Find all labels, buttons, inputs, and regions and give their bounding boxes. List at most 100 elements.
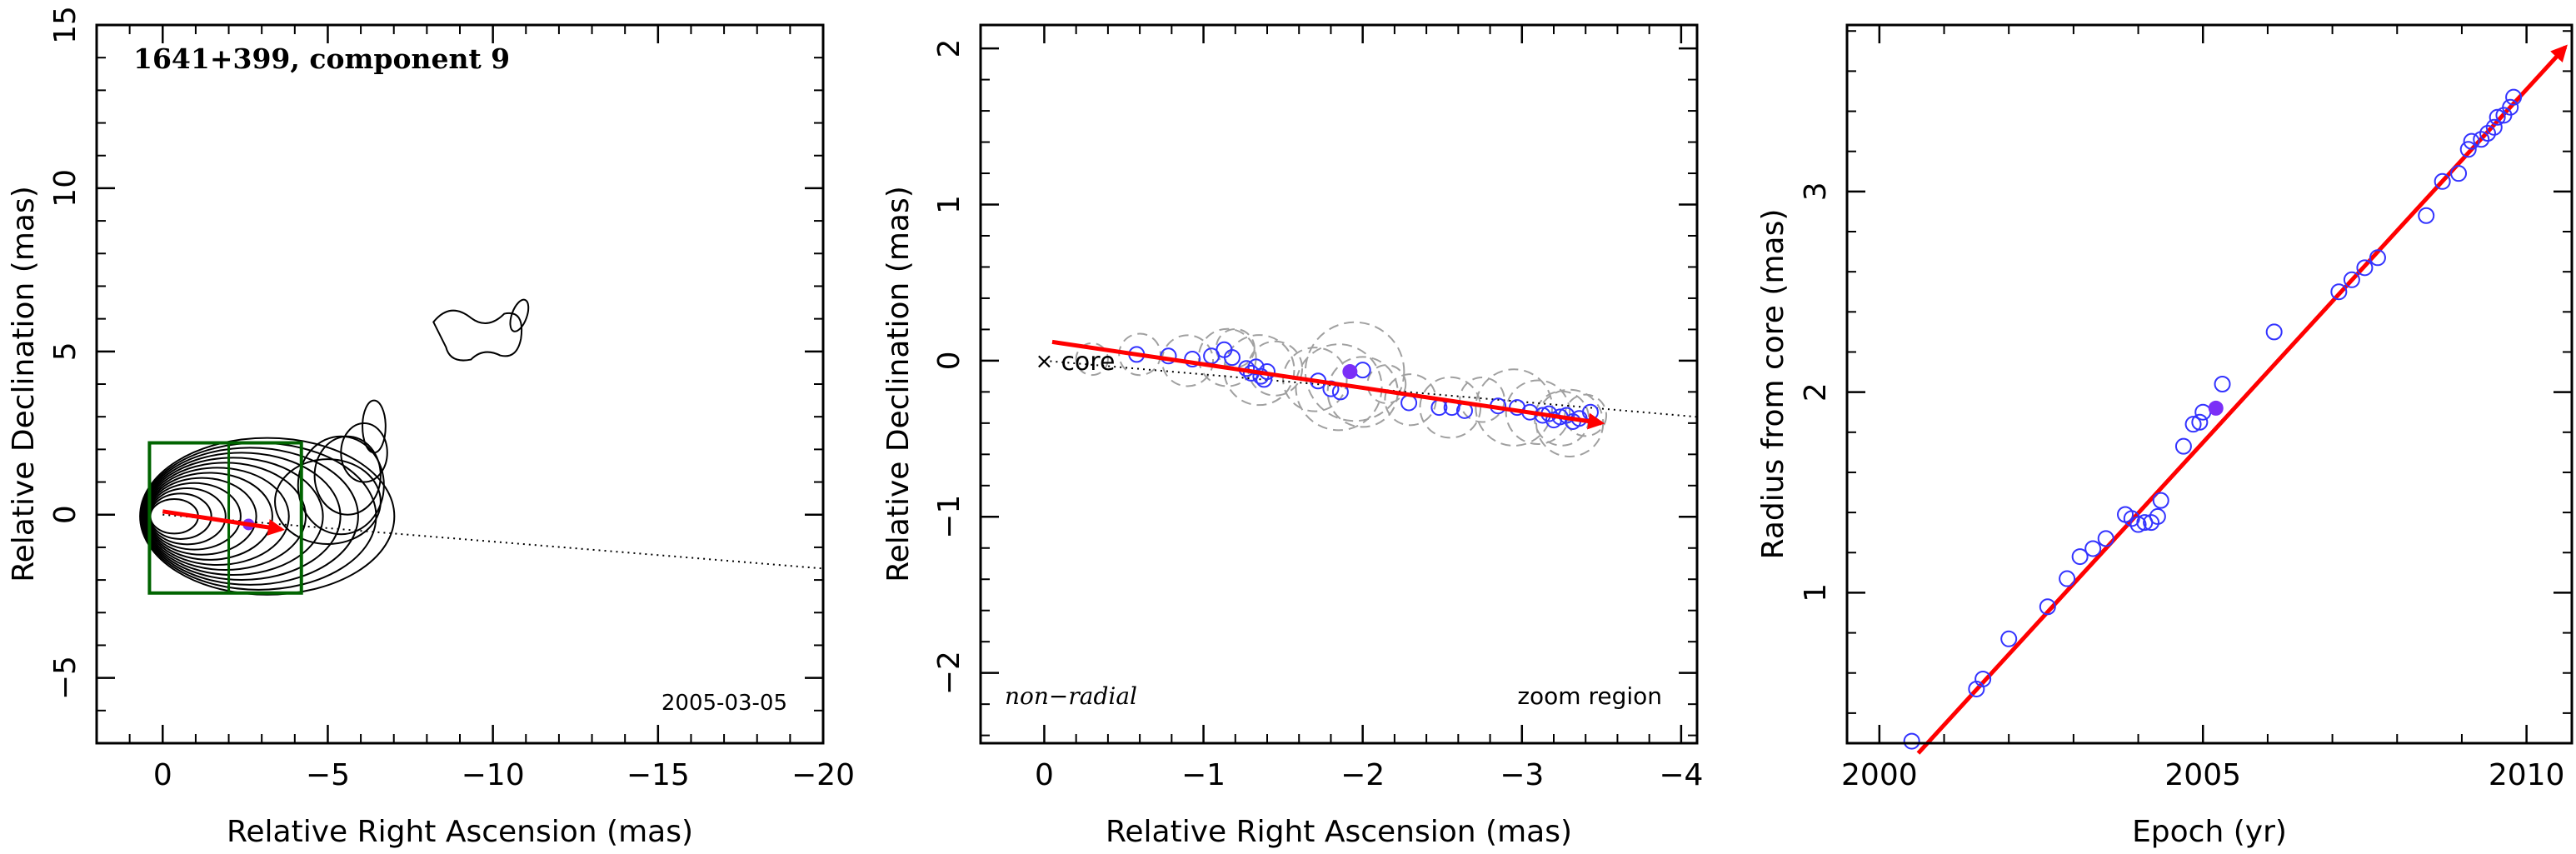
zoom-box [147, 441, 303, 595]
contour-level [274, 458, 382, 545]
data-point [1247, 358, 1265, 376]
data-point [2459, 141, 2477, 158]
data-point [2174, 437, 2192, 455]
label-zoom-region: zoom region [1517, 682, 1662, 710]
data-point [2097, 530, 2114, 547]
contour-level [141, 447, 359, 586]
y-tick-label: 5 [48, 342, 82, 361]
y-tick-label: 1 [1799, 583, 1833, 602]
y-tick-label: −5 [48, 656, 82, 700]
size-circle [1215, 327, 1256, 368]
y-tick-label: 15 [48, 6, 82, 44]
overlay-layer [147, 441, 824, 595]
x-axis-label: Relative Right Ascension (mas) [1106, 815, 1572, 849]
data-point [2194, 403, 2212, 421]
data-point [2505, 88, 2523, 106]
x-axis-label: Relative Right Ascension (mas) [227, 815, 693, 849]
data-point [2356, 259, 2374, 277]
x-tick-label: −10 [462, 758, 525, 792]
y-tick-label: 2 [932, 39, 966, 58]
data-point [2059, 570, 2076, 587]
panel-contour-map: 0 −5 −10 −15 −20 −5 0 5 10 15 1641+399, component… [7, 6, 855, 849]
highlight-point [1342, 364, 1358, 380]
x-tick-label: −2 [1340, 758, 1385, 792]
data-point [2191, 413, 2209, 431]
motion-arrow [1051, 339, 1605, 430]
x-axis-label: Epoch (yr) [2132, 815, 2287, 849]
x-tick-label: −5 [306, 758, 350, 792]
data-point [2450, 165, 2468, 182]
y-tick-label: 0 [48, 505, 82, 524]
x-tick-label: −1 [1181, 758, 1226, 792]
plot-frame [979, 23, 1699, 745]
size-circle [1282, 347, 1348, 412]
y-tick-label: 10 [48, 169, 82, 207]
data-point [2343, 271, 2360, 288]
data-point [2143, 514, 2160, 532]
contour-level [142, 452, 342, 582]
size-circle [1505, 379, 1571, 445]
panel-radius-vs-epoch: 2000 2005 2010 1 2 3 Epoch (yr) Radius from c… [1756, 23, 2574, 849]
contour-level [145, 472, 273, 561]
contour-level [509, 298, 530, 332]
x-tick-label: −20 [791, 758, 855, 792]
overlay-layer: × core [1036, 339, 1698, 430]
data-point [2502, 98, 2519, 116]
size-circle [1075, 342, 1109, 377]
plot-frame [95, 23, 825, 745]
contour-level [340, 422, 388, 483]
data-point [2184, 416, 2202, 433]
size-circle [1366, 364, 1407, 404]
size-circle [1197, 327, 1257, 387]
data-point [2000, 630, 2018, 647]
contour-level [142, 457, 324, 577]
contour-level [144, 467, 290, 567]
contour-level [432, 309, 523, 362]
x-tick-label: −4 [1659, 758, 1703, 792]
y-tick-label: −1 [932, 495, 966, 539]
x-tick-label: 2010 [2489, 758, 2565, 792]
y-axis-label: Relative Declination (mas) [881, 186, 916, 582]
data-point [2473, 131, 2490, 148]
data-point [1354, 362, 1371, 379]
data-point [2330, 283, 2348, 301]
data-point [1400, 394, 1418, 412]
x-tick-label: −3 [1500, 758, 1544, 792]
y-tick-label: 2 [1799, 382, 1833, 402]
axis-ticks: 0 −1 −2 −3 −4 −2 −1 0 1 2 [932, 25, 1703, 792]
x-tick-label: 0 [1035, 758, 1054, 792]
x-tick-label: 2000 [1841, 758, 1918, 792]
size-circle [1223, 334, 1295, 407]
data-point [1903, 732, 1920, 750]
data-point [2463, 132, 2480, 150]
data-point [2369, 249, 2386, 267]
data-point [1223, 349, 1241, 367]
data-point [2084, 540, 2102, 557]
y-tick-label: 3 [1799, 182, 1833, 201]
x-tick-label: −15 [627, 758, 690, 792]
data-point [2418, 207, 2435, 224]
contour-level [143, 462, 307, 572]
data-point [2479, 125, 2497, 142]
motion-arrow [162, 509, 285, 536]
size-circle [1295, 343, 1383, 432]
chart-title: 1641+399, component 9 [133, 42, 510, 75]
size-circle [1384, 373, 1437, 427]
highlight-point [2208, 400, 2224, 416]
core-marker: × [1036, 349, 1054, 374]
size-circle [1304, 321, 1405, 422]
label-non-radial: non−radial [1005, 682, 1137, 710]
size-circles [1075, 321, 1608, 457]
size-circle [1419, 376, 1482, 439]
y-axis-label: Relative Declination (mas) [7, 186, 41, 582]
overlay-layer [1903, 44, 2568, 755]
plot-frame [1845, 23, 2574, 745]
date-label: 2005-03-05 [661, 691, 787, 716]
data-point [1184, 351, 1201, 368]
data-point [2485, 118, 2503, 136]
data-point [2129, 516, 2147, 533]
data-point [1581, 403, 1599, 421]
y-tick-label: 1 [932, 195, 966, 214]
axis-ticks: 2000 2005 2010 1 2 3 [1799, 25, 2572, 792]
